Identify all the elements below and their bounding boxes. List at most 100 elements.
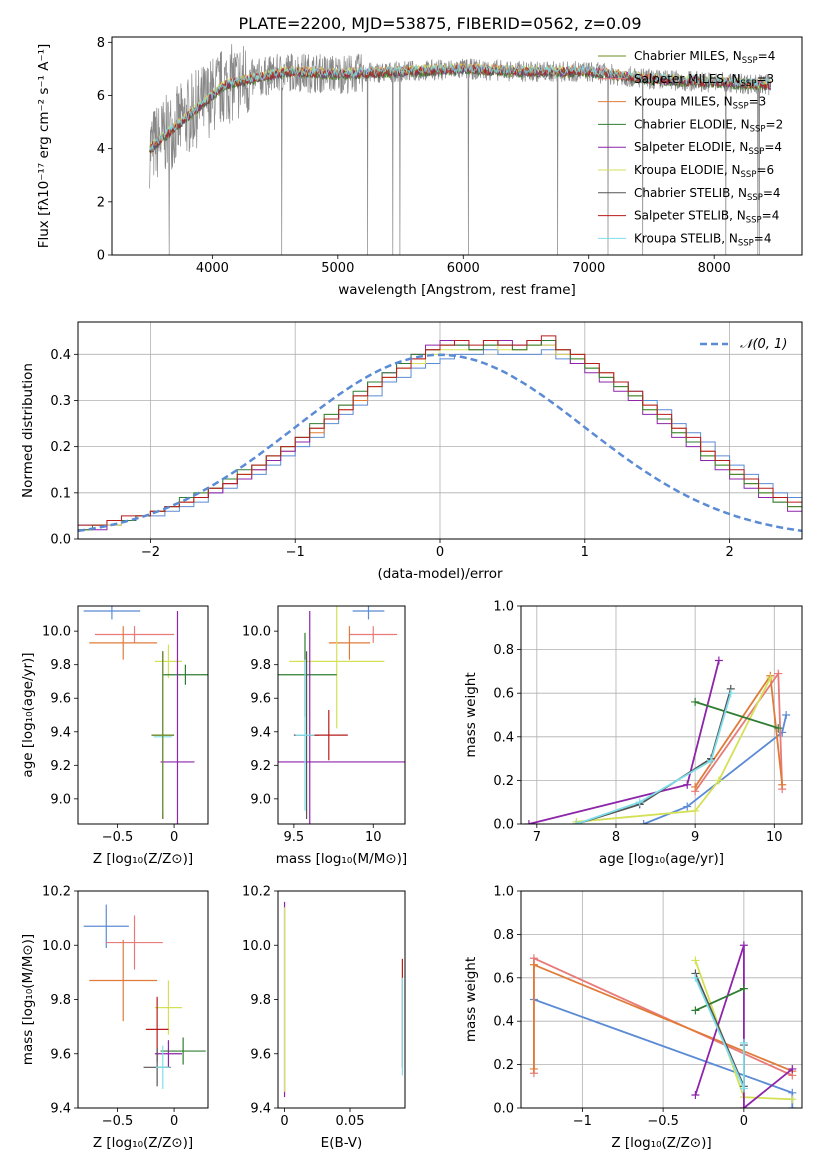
x-tick-label: 0.05	[336, 1114, 365, 1129]
plot-area	[529, 941, 797, 1108]
y-tick-label: 0.0	[493, 1102, 514, 1117]
y-tick-label: 0.3	[50, 394, 71, 409]
y-tick-label: 9.6	[250, 692, 271, 707]
errorbar-point	[83, 904, 129, 948]
weight-series-5	[694, 701, 779, 729]
weight-marker	[691, 956, 700, 965]
x-tick-label: 0	[170, 830, 178, 845]
x-tick-label: 0	[280, 1114, 288, 1129]
weight-marker	[691, 973, 700, 982]
x-tick-label: 10	[766, 830, 783, 845]
errorbar-point	[154, 1040, 182, 1068]
y-tick-label: 9.8	[250, 658, 271, 673]
y-tick-label: 9.0	[50, 792, 71, 807]
plot-area	[278, 606, 405, 824]
errorbar-point	[349, 626, 398, 643]
chart-spectrum: 4000 5000 6000 7000 8000 0 2 4 6 8 wavelength [Ang…	[36, 36, 803, 298]
weight-marker	[726, 689, 735, 698]
errorbar-point	[156, 1045, 170, 1090]
y-axis-label: age [log₁₀(age/yr)]	[20, 652, 36, 777]
x-tick-label: 9	[691, 830, 699, 845]
weight-marker	[683, 780, 692, 789]
x-axis-label: Z [log₁₀(Z/Z⊙)]	[611, 1135, 711, 1151]
errorbar-point	[89, 939, 158, 1022]
y-tick-label: 10.0	[42, 625, 71, 640]
chart-residuals: −2 −1 0 1 2 0.0 0.1 0.2 0.3 0.4 (data-model)/error…	[20, 321, 803, 582]
weight-series-6	[694, 973, 745, 1087]
chart-age-vs-mass: 9.5 10 9.0 9.2 9.4 9.6 9.8 10.0 mass [log₁₀(M/M⊙…	[242, 605, 407, 867]
chart-weight-vs-age: 7 8 9 10 0.0 0.2 0.4 0.6 0.8 1.0 age [log₁₀(age/yr…	[463, 600, 803, 867]
y-tick-label: 9.8	[250, 993, 271, 1008]
x-tick-label: −1	[286, 545, 305, 560]
x-axis-label: (data-model)/error	[377, 566, 503, 582]
legend-label: Chabrier ELODIE, NSSP=2	[634, 117, 783, 134]
chart-mass-vs-ebv: 0 0.05 9.4 9.6 9.8 10.0 10.2 E(B-V)	[242, 885, 406, 1151]
errorbar-point	[94, 626, 175, 643]
y-tick-label: 9.4	[250, 1102, 271, 1117]
weight-marker	[683, 802, 692, 811]
errorbar-point	[328, 626, 371, 660]
legend-label: 𝒩(0, 1)	[740, 337, 787, 352]
axes-frame	[520, 890, 803, 1109]
chart-mass-vs-z: −0.5 0 9.4 9.6 9.8 10.0 10.2 Z [log₁₀(Z/Z⊙)] mas…	[20, 885, 209, 1151]
legend: Chabrier MILES, NSSP=4 Salpeter MILES, NS…	[598, 49, 783, 248]
y-tick-label: 9.8	[50, 993, 71, 1008]
weight-series-3	[576, 677, 772, 823]
x-tick-label: 10	[365, 830, 382, 845]
y-tick-label: 9.0	[250, 792, 271, 807]
weight-marker	[739, 1038, 748, 1047]
y-tick-label: 9.8	[50, 658, 71, 673]
y-tick-label: 0.0	[50, 533, 71, 548]
weight-marker	[788, 1095, 797, 1104]
x-tick-label: 8	[612, 830, 620, 845]
model-spectrum-3	[149, 65, 771, 154]
x-axis-label: wavelength [Angstrom, rest frame]	[338, 282, 576, 298]
weight-series-4	[694, 945, 793, 1108]
y-tick-label: 8	[97, 36, 105, 51]
weight-marker	[691, 806, 700, 815]
axes-frame	[277, 890, 406, 1109]
weight-series-0	[643, 714, 788, 824]
weight-marker	[529, 960, 538, 969]
x-tick-label: 5000	[321, 261, 354, 276]
weight-marker	[778, 780, 787, 789]
y-tick-label: 0.6	[493, 971, 514, 986]
x-tick-label: 4000	[196, 261, 229, 276]
y-tick-label: 0.2	[493, 1058, 514, 1073]
plot-area	[83, 606, 208, 824]
legend-label: Kroupa MILES, NSSP=3	[634, 95, 766, 112]
plot-area	[524, 656, 791, 824]
weight-marker	[774, 669, 783, 678]
y-tick-label: 0.8	[493, 928, 514, 943]
x-tick-label: 1	[581, 545, 589, 560]
weight-series-6	[576, 688, 732, 824]
errorbar-point	[278, 611, 405, 824]
legend-label: Salpeter STELIB, NSSP=4	[634, 209, 779, 226]
y-tick-label: 0.4	[493, 730, 514, 745]
y-tick-label: 9.6	[250, 1047, 271, 1062]
x-tick-label: 2	[725, 545, 733, 560]
normal-curve	[78, 353, 802, 533]
weight-marker	[739, 984, 748, 993]
y-tick-label: 0	[97, 249, 105, 264]
axes-frame	[277, 605, 406, 825]
errorbar-point	[160, 611, 195, 824]
weight-marker	[706, 756, 715, 765]
y-tick-label: 9.2	[50, 759, 71, 774]
y-tick-label: 2	[97, 195, 105, 210]
weight-series-4	[528, 660, 720, 824]
x-tick-label: 6000	[447, 261, 480, 276]
x-tick-label: 7000	[572, 261, 605, 276]
legend-label: Salpeter ELODIE, NSSP=4	[634, 140, 782, 157]
y-axis-label: mass [log₁₀(M/M⊙)]	[20, 934, 36, 1065]
weight-marker	[739, 1084, 748, 1093]
plot-area	[78, 335, 802, 539]
errorbar-point	[154, 980, 182, 1035]
y-tick-label: 9.6	[50, 1047, 71, 1062]
x-axis-label: E(B-V)	[321, 1135, 363, 1151]
weight-marker	[774, 724, 783, 733]
x-axis-label: age [log₁₀(age/yr)]	[599, 851, 724, 867]
legend-label: Chabrier STELIB, NSSP=4	[634, 186, 781, 203]
